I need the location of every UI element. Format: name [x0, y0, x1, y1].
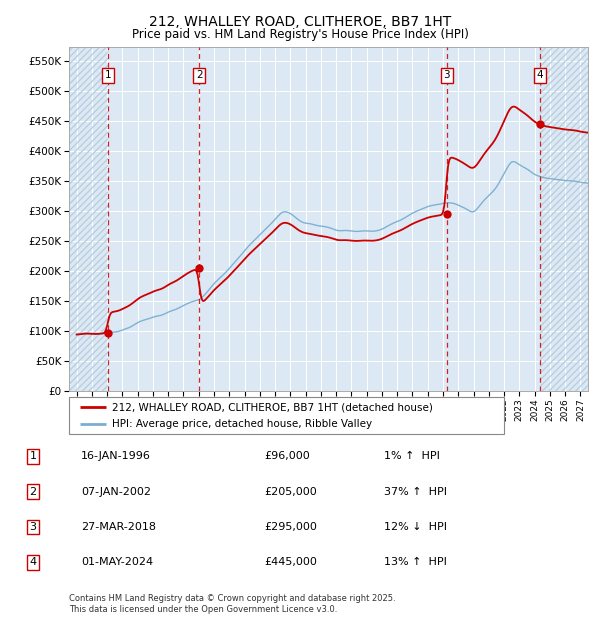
Text: Contains HM Land Registry data © Crown copyright and database right 2025.
This d: Contains HM Land Registry data © Crown c… — [69, 595, 395, 614]
Text: 1: 1 — [104, 70, 111, 80]
Text: 212, WHALLEY ROAD, CLITHEROE, BB7 1HT: 212, WHALLEY ROAD, CLITHEROE, BB7 1HT — [149, 16, 451, 30]
Text: 13% ↑  HPI: 13% ↑ HPI — [384, 557, 447, 567]
Text: 4: 4 — [29, 557, 37, 567]
Text: Price paid vs. HM Land Registry's House Price Index (HPI): Price paid vs. HM Land Registry's House … — [131, 28, 469, 41]
Text: 07-JAN-2002: 07-JAN-2002 — [81, 487, 151, 497]
Text: 2: 2 — [196, 70, 203, 80]
Text: 1% ↑  HPI: 1% ↑ HPI — [384, 451, 440, 461]
Text: 37% ↑  HPI: 37% ↑ HPI — [384, 487, 447, 497]
Text: £295,000: £295,000 — [264, 522, 317, 532]
Text: 212, WHALLEY ROAD, CLITHEROE, BB7 1HT (detached house): 212, WHALLEY ROAD, CLITHEROE, BB7 1HT (d… — [113, 402, 433, 412]
Text: 27-MAR-2018: 27-MAR-2018 — [81, 522, 156, 532]
Text: £205,000: £205,000 — [264, 487, 317, 497]
Text: 01-MAY-2024: 01-MAY-2024 — [81, 557, 153, 567]
Text: 16-JAN-1996: 16-JAN-1996 — [81, 451, 151, 461]
Text: HPI: Average price, detached house, Ribble Valley: HPI: Average price, detached house, Ribb… — [113, 419, 373, 429]
Bar — [69, 46, 108, 391]
Text: 4: 4 — [536, 70, 543, 80]
Text: £96,000: £96,000 — [264, 451, 310, 461]
Text: 3: 3 — [29, 522, 37, 532]
Text: 12% ↓  HPI: 12% ↓ HPI — [384, 522, 447, 532]
Text: 1: 1 — [29, 451, 37, 461]
Text: 3: 3 — [443, 70, 450, 80]
Text: 2: 2 — [29, 487, 37, 497]
Bar — [539, 46, 588, 391]
FancyBboxPatch shape — [69, 397, 504, 434]
Text: £445,000: £445,000 — [264, 557, 317, 567]
